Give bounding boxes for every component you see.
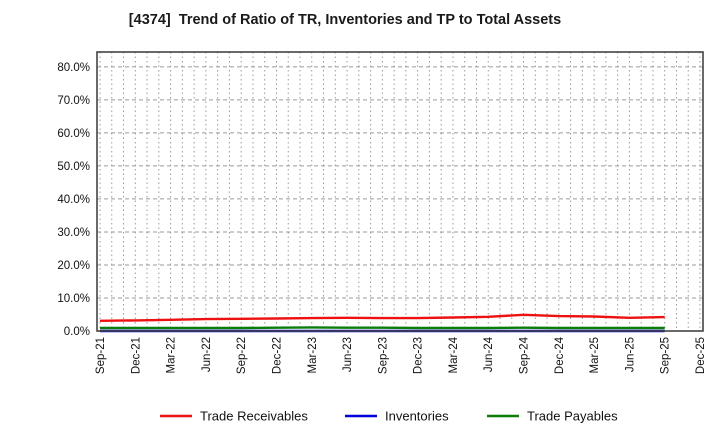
x-axis-tick-label: Dec-21 (130, 337, 142, 374)
x-axis-tick-label: Mar-25 (589, 337, 601, 373)
x-axis-tick-label: Sep-23 (377, 337, 389, 374)
y-axis-tick-label: 50.0% (57, 161, 90, 173)
x-axis-tick-label: Sep-25 (660, 337, 672, 374)
legend-label-inventories: Inventories (385, 409, 449, 424)
x-axis-tick-label: Jun-24 (483, 336, 495, 372)
y-axis-tick-label: 10.0% (57, 293, 90, 305)
y-axis-tick-label: 70.0% (57, 95, 90, 107)
y-axis-tick-label: 80.0% (57, 62, 90, 74)
chart-title: [4374] Trend of Ratio of TR, Inventories… (128, 12, 562, 28)
x-axis-tick-label: Dec-25 (695, 337, 707, 374)
series-line-trade-receivables (99, 313, 665, 322)
x-axis-tick-label: Sep-22 (236, 337, 248, 374)
y-axis-tick-label: 30.0% (57, 227, 90, 239)
y-axis-tick-label: 40.0% (57, 194, 90, 206)
x-axis-tick-label: Mar-22 (166, 337, 178, 373)
plot-border (96, 51, 704, 332)
y-axis-tick-label: 60.0% (57, 128, 90, 140)
x-axis-tick-label: Mar-24 (448, 336, 460, 373)
y-axis-tick-label: 20.0% (57, 260, 90, 272)
series-line-trade-payables (100, 326, 665, 330)
x-axis-tick-label: Dec-22 (271, 337, 283, 374)
x-axis-tick-label: Sep-24 (519, 336, 531, 374)
legend-label-trade-receivables: Trade Receivables (200, 409, 308, 424)
x-axis-tick-label: Jun-23 (342, 337, 354, 372)
x-axis-tick-label: Sep-21 (95, 337, 107, 374)
x-axis-tick-label: Mar-23 (307, 337, 319, 373)
x-axis-tick-label: Dec-24 (554, 336, 566, 374)
legend-label-trade-payables: Trade Payables (527, 409, 618, 424)
x-axis-tick-label: Jun-22 (201, 337, 213, 372)
y-axis-tick-label: 0.0% (64, 326, 90, 338)
x-axis-tick-label: Jun-25 (624, 337, 636, 372)
x-axis-tick-label: Dec-23 (413, 337, 425, 374)
